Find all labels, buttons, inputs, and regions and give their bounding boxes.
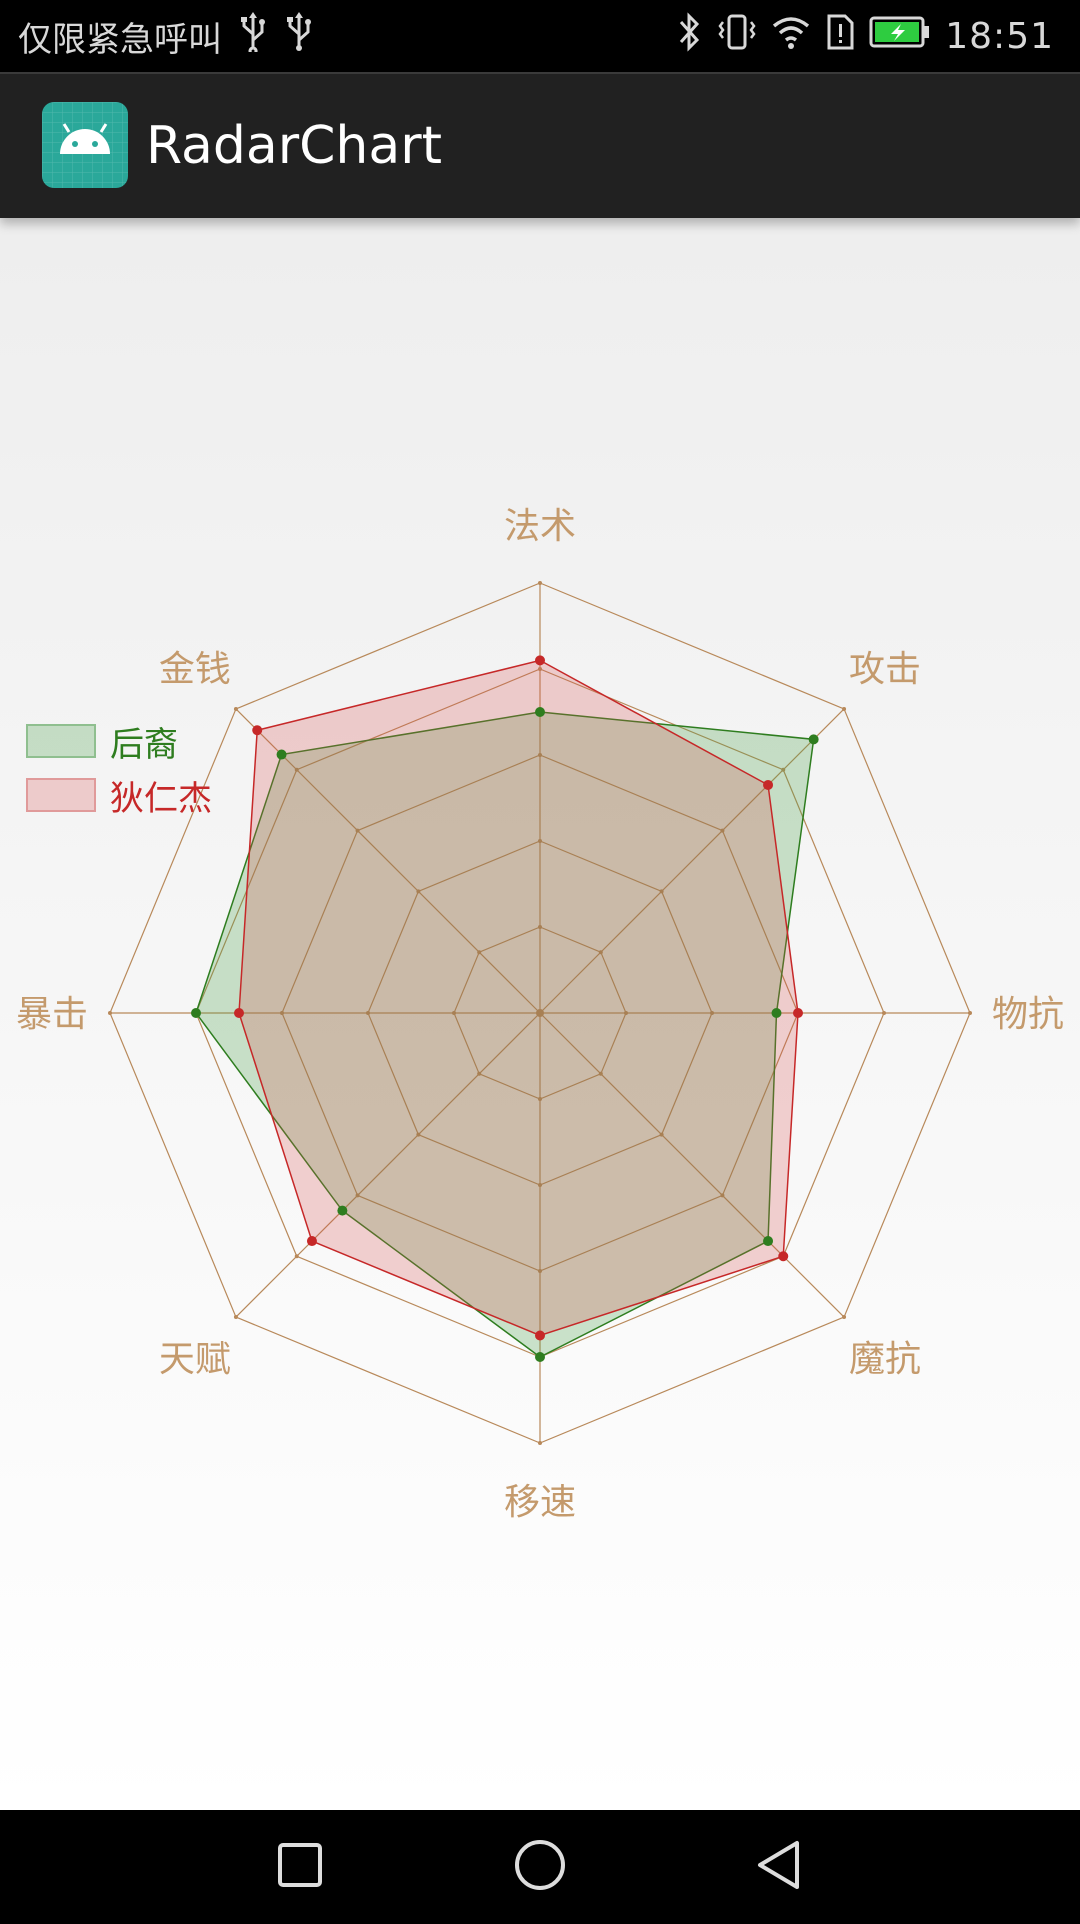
chart-area: 后裔 狄仁杰 法术攻击物抗魔抗移速 天赋 暴击 金钱 (0, 216, 1080, 1810)
data-point (252, 725, 263, 736)
data-point (535, 1330, 545, 1341)
data-point (535, 1352, 545, 1362)
chart-legend: 后裔 狄仁杰 (26, 714, 212, 822)
navigation-bar (0, 1810, 1080, 1920)
data-point (337, 1205, 348, 1216)
axis-label: 攻击 (849, 649, 921, 690)
legend-swatch (26, 778, 96, 812)
data-point (191, 1008, 201, 1018)
carrier-text: 仅限紧急呼叫 (18, 19, 222, 60)
axis-spoke (539, 1012, 845, 1318)
axis-label: 移速 (504, 1482, 576, 1523)
data-point (793, 1008, 803, 1018)
axis-label: 天赋 (159, 1339, 231, 1380)
axis-label: 魔抗 (849, 1339, 921, 1380)
bluetooth-icon (677, 11, 703, 61)
axis-label: 物抗 (992, 994, 1064, 1035)
legend-label: 狄仁杰 (110, 778, 212, 819)
recents-icon[interactable] (240, 1810, 360, 1920)
axis-spoke (539, 708, 845, 1014)
vibrate-icon (717, 12, 757, 61)
series-area-1 (238, 659, 799, 1337)
usb-icon (284, 11, 314, 61)
data-point (808, 734, 819, 745)
chart-center (536, 1009, 544, 1017)
home-icon[interactable] (480, 1810, 600, 1920)
data-point (276, 749, 287, 760)
legend-label: 后裔 (110, 724, 178, 765)
battery-charging-icon (869, 15, 931, 58)
legend-swatch (26, 724, 96, 758)
radar-series (191, 655, 819, 1362)
axis-label: 暴击 (16, 994, 88, 1035)
data-point (234, 1008, 244, 1018)
data-point (535, 655, 545, 666)
data-point (763, 1236, 774, 1247)
android-icon (42, 102, 128, 188)
wifi-icon (771, 12, 811, 61)
data-point (771, 1008, 782, 1018)
data-point (535, 707, 545, 717)
sim-alert-icon (825, 12, 855, 61)
axis-spoke (235, 1012, 541, 1318)
data-point (763, 779, 774, 790)
clock: 18:51 (945, 15, 1054, 57)
data-point (778, 1251, 789, 1262)
back-icon[interactable] (720, 1810, 840, 1920)
data-point (306, 1236, 317, 1247)
legend-item-houyi: 后裔 (26, 714, 212, 768)
axis-label: 金钱 (159, 649, 231, 690)
legend-item-direnjie: 狄仁杰 (26, 768, 212, 822)
status-bar: 仅限紧急呼叫 18:51 (0, 0, 1080, 72)
axis-label: 法术 (504, 506, 576, 547)
usb-icon (238, 11, 268, 61)
app-title: RadarChart (146, 116, 443, 176)
axis-spoke (235, 708, 541, 1014)
app-bar: RadarChart (0, 72, 1080, 218)
